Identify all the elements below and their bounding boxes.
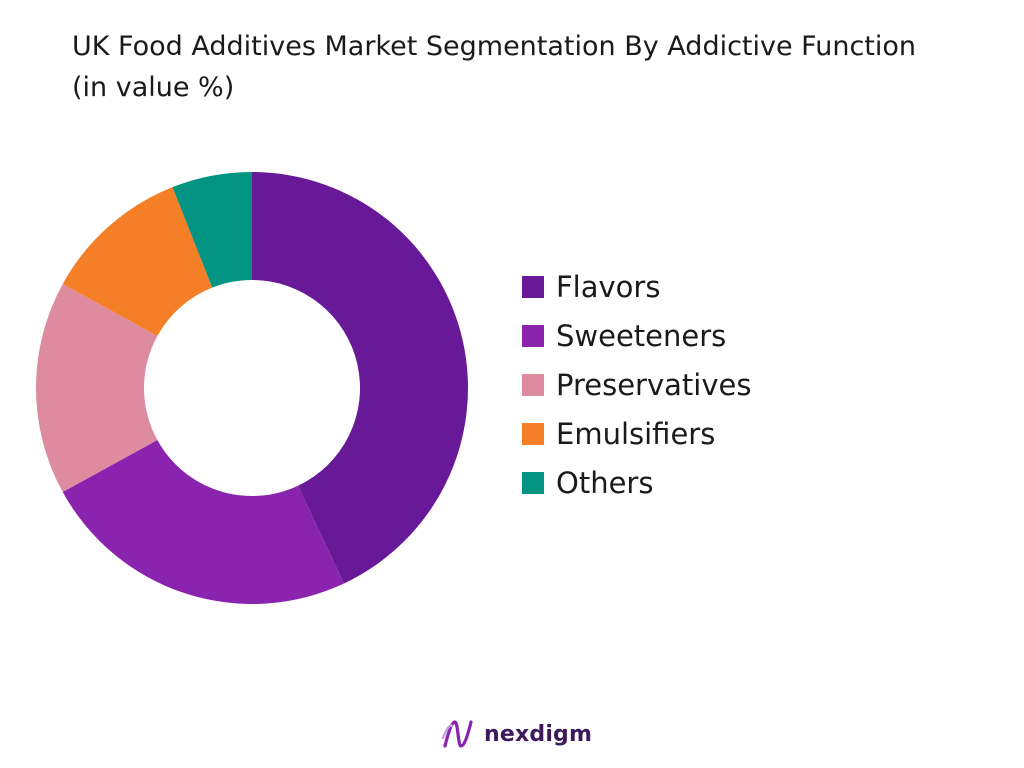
legend-item-preservatives: Preservatives: [522, 360, 751, 409]
donut-slice-others: [172, 172, 252, 288]
chart-title: UK Food Additives Market Segmentation By…: [72, 31, 917, 103]
legend-label: Emulsifiers: [556, 416, 716, 451]
brand-name: nexdigm: [484, 721, 593, 747]
legend-swatch: [522, 373, 544, 396]
donut-slice-sweeteners: [62, 440, 344, 604]
chart-legend: Flavors Sweeteners Preservatives Emulsifier…: [522, 262, 751, 507]
legend-label: Sweeteners: [556, 318, 727, 353]
donut-slice-flavors: [252, 172, 468, 584]
legend-item-others: Others: [522, 458, 751, 507]
legend-item-sweeteners: Sweeteners: [522, 311, 751, 360]
brand-footer: nexdigm: [440, 716, 592, 752]
donut-slice-preservatives: [36, 283, 158, 493]
legend-label: Preservatives: [556, 367, 752, 402]
legend-swatch: [522, 471, 544, 494]
legend-label: Others: [556, 465, 654, 500]
legend-swatch: [522, 324, 544, 347]
donut-slice-emulsifiers: [62, 187, 213, 336]
legend-swatch: [522, 422, 544, 445]
legend-label: Flavors: [556, 269, 661, 304]
legend-item-flavors: Flavors: [522, 262, 751, 311]
legend-swatch: [522, 275, 544, 298]
nexdigm-logo-icon: [441, 720, 473, 748]
legend-item-emulsifiers: Emulsifiers: [522, 409, 751, 458]
